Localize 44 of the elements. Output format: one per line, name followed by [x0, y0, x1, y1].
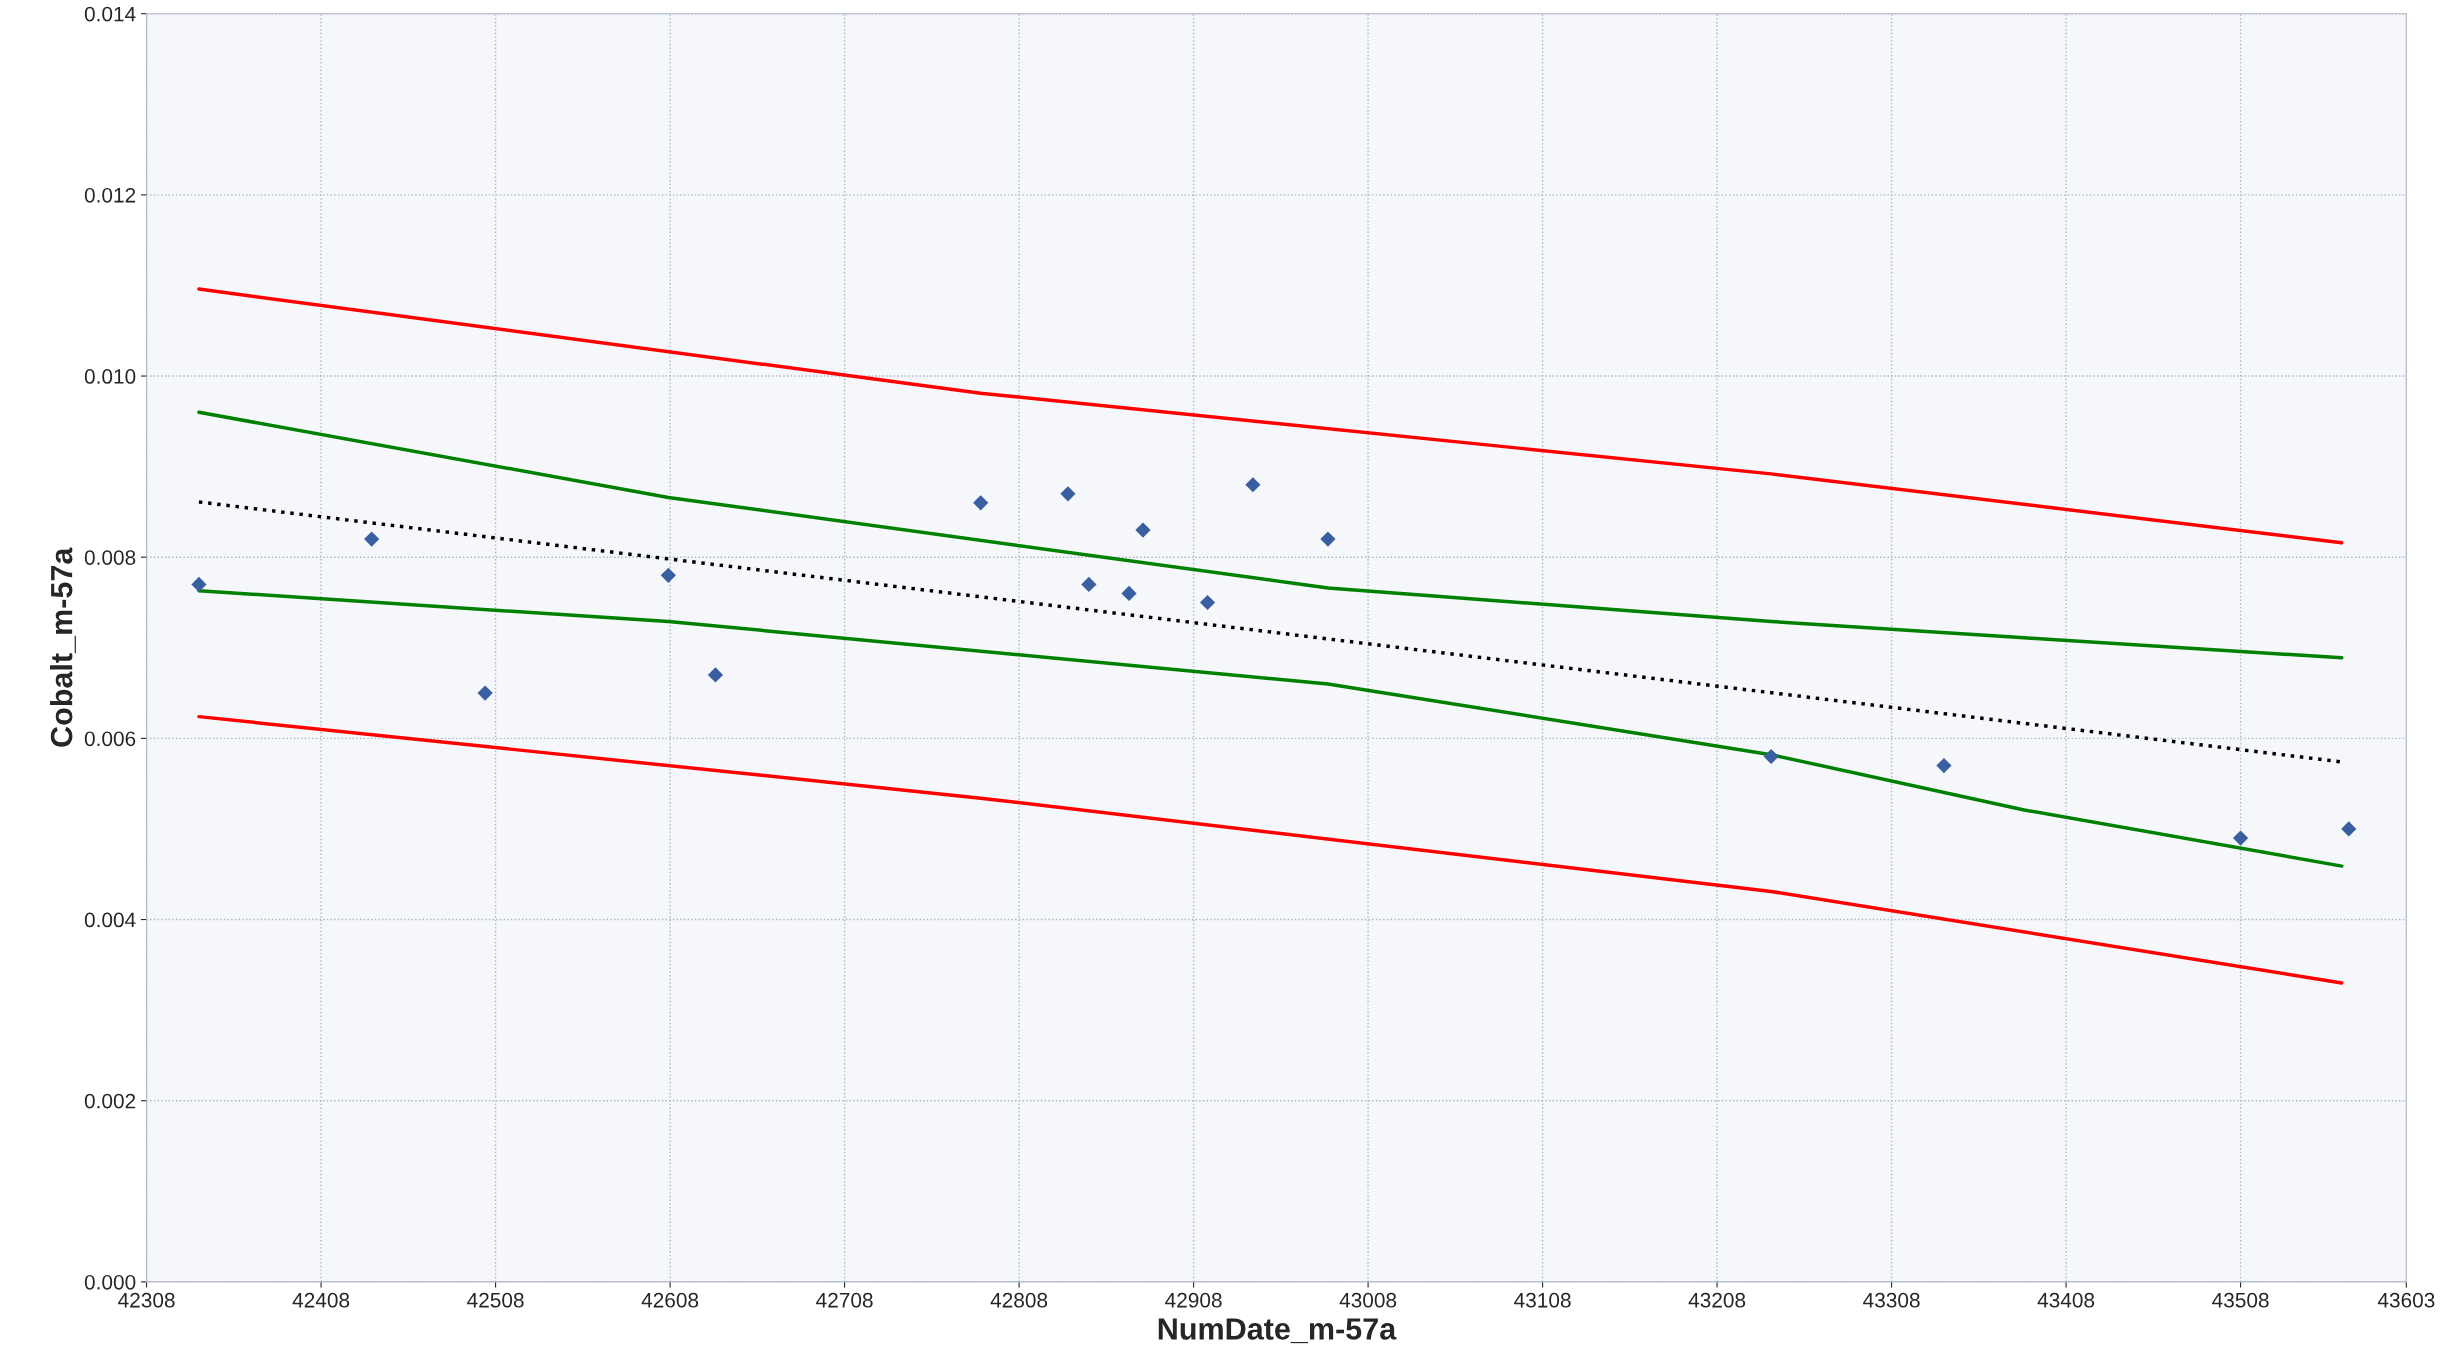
y-tick-label: 0.010: [84, 369, 136, 384]
x-tick-label: 43208: [1688, 1292, 1746, 1308]
line-series: [197, 714, 2344, 985]
y-tick-label: 0.006: [84, 731, 136, 747]
point: [973, 495, 989, 511]
x-tick-label: 43408: [2037, 1292, 2095, 1308]
point: [1245, 477, 1261, 493]
point: [660, 567, 676, 583]
x-tick-label: 43603: [2377, 1292, 2435, 1308]
point: [364, 531, 380, 547]
point: [1081, 576, 1097, 592]
point: [1060, 486, 1076, 502]
y-tick-label: 0.000: [84, 1274, 136, 1290]
point: [2341, 821, 2357, 837]
y-tick-label: 0.008: [84, 550, 136, 565]
x-tick-label: 43008: [1339, 1292, 1397, 1308]
y-axis-title: Cobalt_m-57a: [50, 547, 76, 747]
x-tick-label: 42908: [1165, 1292, 1222, 1308]
x-tick-label: 42708: [816, 1292, 873, 1308]
x-tick-label: 43108: [1514, 1292, 1571, 1308]
point: [1135, 522, 1151, 538]
point: [707, 667, 724, 683]
point: [477, 685, 493, 701]
x-tick-label: 43508: [2212, 1292, 2269, 1308]
x-axis-title: NumDate_m-57a: [1158, 1318, 1397, 1344]
y-tick-label: 0.012: [84, 187, 136, 203]
x-tick-label: 42808: [990, 1292, 1048, 1308]
line-series: [197, 287, 2344, 545]
x-tick-label: 42408: [292, 1292, 350, 1308]
y-tick-label: 0.014: [84, 6, 136, 22]
x-tick-label: 42508: [467, 1292, 524, 1308]
x-tick-label: 42308: [118, 1292, 175, 1308]
point: [1763, 748, 1779, 765]
point: [1936, 757, 1952, 774]
point: [1199, 594, 1216, 611]
point: [1121, 585, 1137, 602]
y-tick-label: 0.004: [84, 912, 136, 928]
x-tick-label: 42608: [641, 1292, 699, 1308]
y-tick-label: 0.002: [84, 1093, 136, 1109]
point: [191, 576, 207, 592]
point: [1320, 531, 1336, 547]
line-series: [197, 410, 2344, 660]
x-tick-label: 43308: [1863, 1292, 1920, 1308]
point: [2232, 830, 2249, 846]
